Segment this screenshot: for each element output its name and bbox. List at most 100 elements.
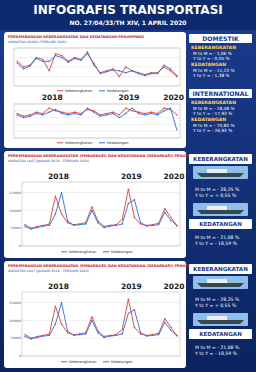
point xyxy=(134,217,135,218)
header-subtitle: NO. 27/04/33/TH XIV, 1 APRIL 2020 xyxy=(69,19,186,26)
point xyxy=(61,111,62,112)
stat-line: M to M = - 21,08 % xyxy=(195,235,240,240)
point xyxy=(158,334,159,335)
point xyxy=(68,114,69,115)
point xyxy=(125,72,126,73)
point xyxy=(131,70,132,71)
point xyxy=(157,114,158,115)
point xyxy=(152,334,153,335)
point xyxy=(48,70,49,71)
point xyxy=(67,222,68,223)
stat-line: Y to Y = - 18,59 % xyxy=(194,351,238,356)
point xyxy=(140,223,141,224)
point xyxy=(125,107,126,108)
point xyxy=(109,335,110,336)
point xyxy=(151,73,152,74)
chart: 201820192020KeberangkatanKedatangan xyxy=(14,93,184,145)
point xyxy=(140,222,141,223)
point xyxy=(24,224,25,225)
point xyxy=(128,188,129,189)
point xyxy=(36,337,37,338)
point xyxy=(61,323,62,324)
point xyxy=(55,53,56,54)
point xyxy=(93,111,94,112)
point xyxy=(128,313,129,314)
point xyxy=(73,225,74,226)
point xyxy=(109,335,110,336)
point xyxy=(48,61,49,62)
stat-label: KEDATANGAN xyxy=(199,331,242,337)
legend-swatch xyxy=(99,142,105,143)
chart-card xyxy=(4,261,186,368)
plot-frame xyxy=(22,182,180,246)
point xyxy=(97,222,98,223)
stat-line: M to M = - 28,25 % xyxy=(195,187,240,192)
point xyxy=(49,225,50,226)
year-label: 2018 xyxy=(48,282,69,291)
grid-line xyxy=(14,67,180,68)
point xyxy=(68,113,69,114)
point xyxy=(43,335,44,336)
point xyxy=(119,70,120,71)
chart: KeberangkatanKedatangan xyxy=(14,48,180,93)
point xyxy=(119,114,120,115)
point xyxy=(23,117,24,118)
point xyxy=(55,55,56,56)
point xyxy=(115,225,116,226)
point xyxy=(144,74,145,75)
point xyxy=(79,334,80,335)
point xyxy=(67,330,68,331)
stat-heading: INTERNATIONAL xyxy=(193,90,249,97)
ship-hull xyxy=(197,283,244,287)
point xyxy=(91,206,92,207)
point xyxy=(68,62,69,63)
point xyxy=(55,323,56,324)
panel: PERKEMBANGAN KEBERANGKATAN DAN KEDATANGA… xyxy=(4,32,252,148)
y-tick-label: 0 xyxy=(19,244,21,248)
stat-line: Y to Y = - 26,93 % xyxy=(192,128,232,133)
point xyxy=(125,113,126,114)
header-title: INFOGRAFIS TRANSPORTASI xyxy=(33,3,223,17)
point xyxy=(128,298,129,299)
panel-subtitle: ANGKUTAN UDARA (FEBRUARI 2020) xyxy=(8,40,66,44)
year-label: 2020 xyxy=(163,282,184,291)
point xyxy=(48,111,49,112)
point xyxy=(176,335,177,336)
chart: 050000100000150000201820192020Keberangka… xyxy=(9,172,185,254)
point xyxy=(115,224,116,225)
point xyxy=(30,228,31,229)
background xyxy=(0,0,256,372)
series-line xyxy=(25,193,177,229)
y-tick-label: 0 xyxy=(19,354,21,358)
panel-title: PERKEMBANGAN KEBERANGKATAN DAN KEDATANGA… xyxy=(8,35,144,39)
point xyxy=(112,69,113,70)
series-line xyxy=(25,189,177,228)
point xyxy=(122,219,123,220)
point xyxy=(49,335,50,336)
point xyxy=(99,116,100,117)
point xyxy=(115,335,116,336)
point xyxy=(30,228,31,229)
point xyxy=(106,113,107,114)
point xyxy=(164,212,165,213)
stat-line: Y to Y = - 18,59 % xyxy=(194,241,238,246)
stat-label: KEDATANGAN xyxy=(199,221,242,227)
point xyxy=(163,64,164,65)
stat-heading: DOMESTIK xyxy=(202,35,239,42)
point xyxy=(163,107,164,108)
point xyxy=(79,224,80,225)
data-group xyxy=(16,107,177,130)
panel-subtitle: ANGKUTAN LAUT (JANUARI 2018 - FEBRUARI 2… xyxy=(8,269,89,273)
point xyxy=(42,114,43,115)
point xyxy=(138,73,139,74)
point xyxy=(23,68,24,69)
legend-swatch xyxy=(103,251,109,252)
grid-line xyxy=(22,338,180,339)
grid-line xyxy=(22,228,180,229)
point xyxy=(134,199,135,200)
stat-line: M to M = - 1,06 % xyxy=(193,51,232,56)
point xyxy=(91,316,92,317)
point xyxy=(43,335,44,336)
point xyxy=(131,107,132,108)
grid-line xyxy=(14,131,180,132)
